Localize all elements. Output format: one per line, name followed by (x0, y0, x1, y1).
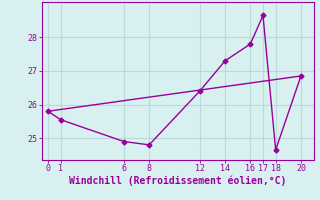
X-axis label: Windchill (Refroidissement éolien,°C): Windchill (Refroidissement éolien,°C) (69, 176, 286, 186)
